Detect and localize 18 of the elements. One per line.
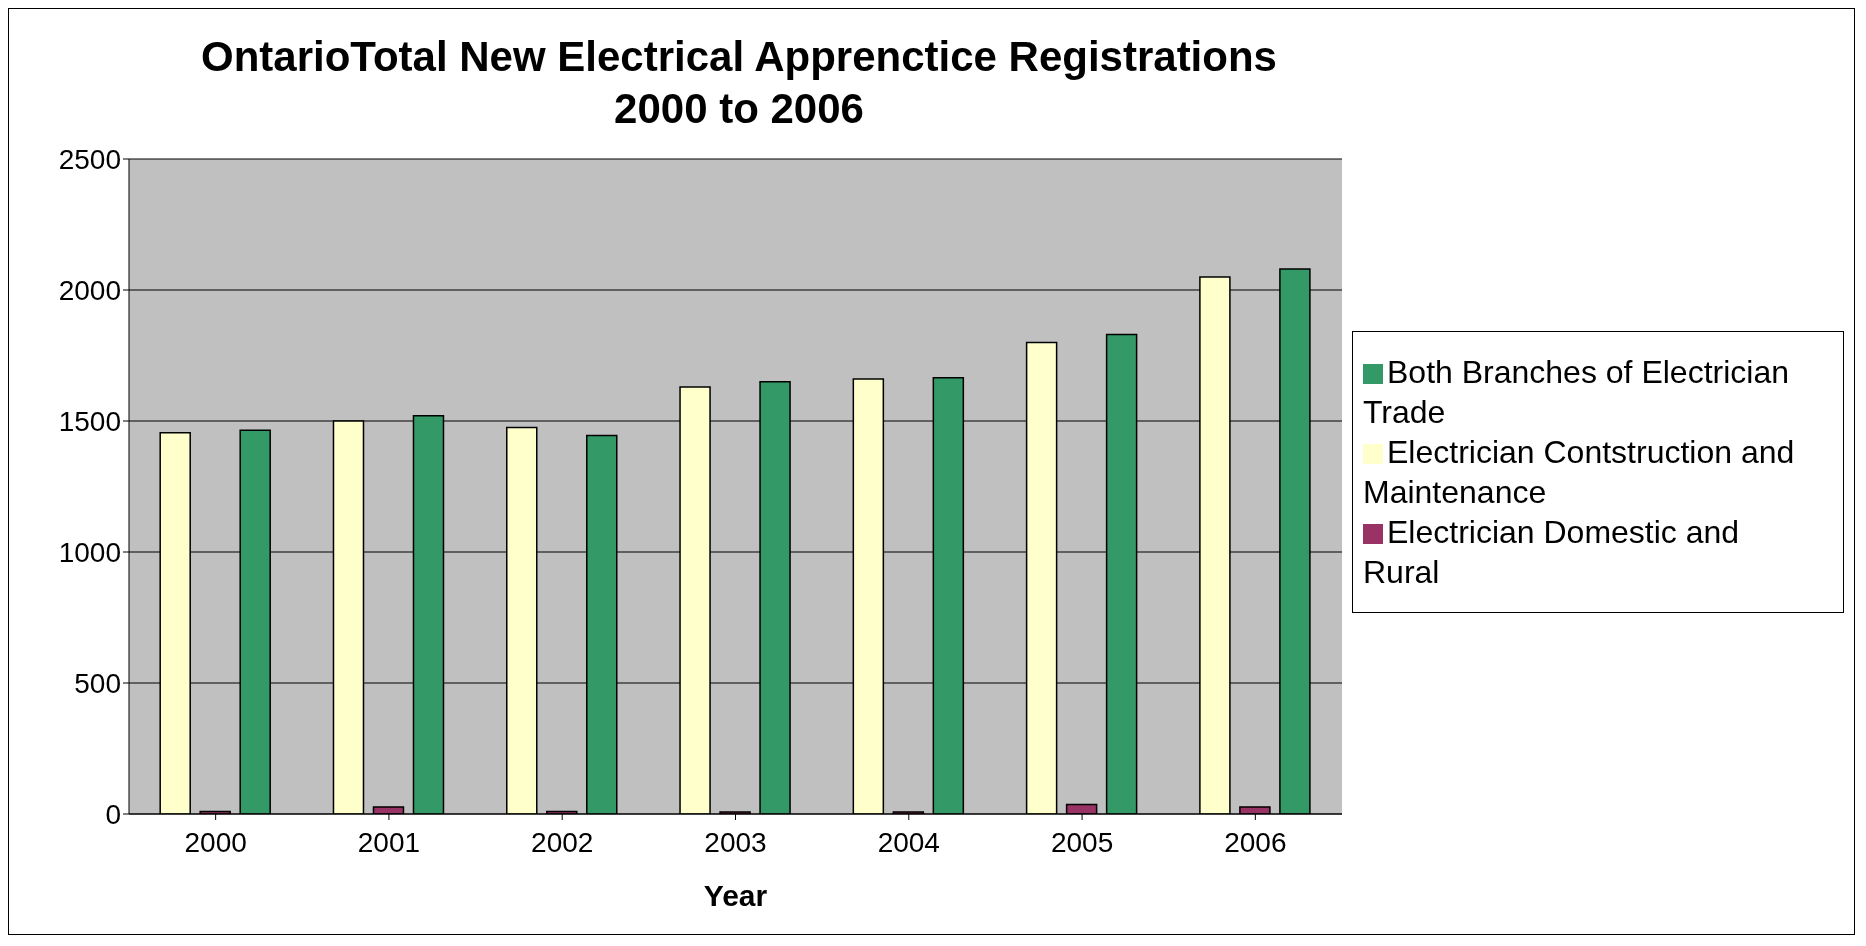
y-tick-label: 1500 — [58, 405, 121, 437]
x-axis-title: Year — [703, 879, 768, 912]
x-tick-label: 2006 — [1224, 826, 1287, 858]
y-tick-label: 2000 — [58, 274, 121, 306]
chart-title: OntarioTotal New Electrical Apprenctice Registrations 2000 to 2006 — [200, 32, 1278, 134]
legend-label: Both Branches of Electrician Trade — [1363, 353, 1789, 430]
y-tick-label: 2500 — [58, 143, 121, 175]
y-tick-label: 0 — [105, 798, 121, 830]
x-tick-label: 2003 — [704, 826, 767, 858]
x-tick-label: 2001 — [357, 826, 421, 858]
x-tick-label: 2000 — [184, 826, 247, 858]
legend-label: Electrician Contstruction and Maintenance — [1363, 433, 1795, 510]
x-tick-label: 2002 — [531, 826, 594, 858]
x-tick-label: 2005 — [1050, 826, 1114, 858]
legend-label: Electrician Domestic and Rural — [1363, 513, 1740, 590]
x-tick-label: 2004 — [877, 826, 940, 858]
y-tick-label: 1000 — [58, 536, 121, 568]
y-tick-label: 500 — [74, 667, 121, 699]
